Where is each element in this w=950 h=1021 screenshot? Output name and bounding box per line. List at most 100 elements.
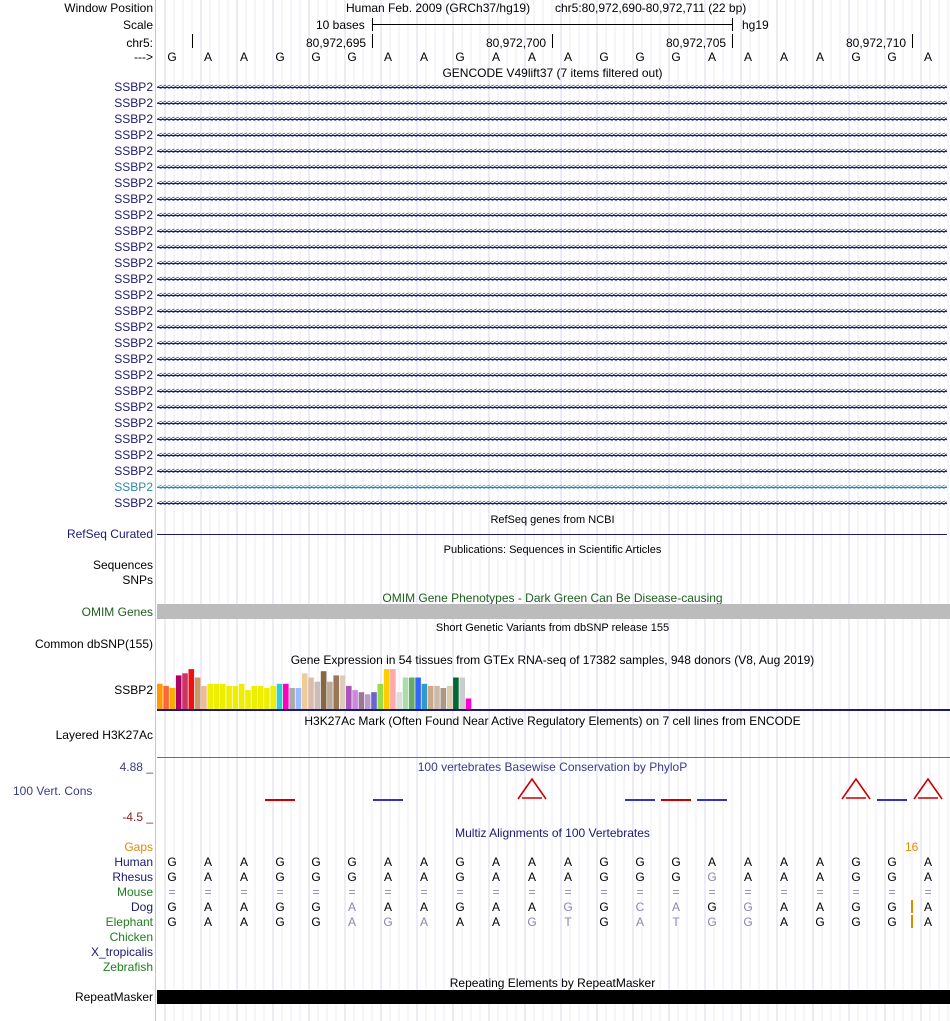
- gtex-tissue-bar[interactable]: [301, 673, 308, 709]
- multiz-species-label[interactable]: Chicken: [109, 930, 153, 944]
- gencode-transcript-label[interactable]: SSBP2: [114, 336, 153, 350]
- gencode-transcript-line[interactable]: [157, 375, 947, 376]
- gtex-tissue-bar[interactable]: [421, 683, 428, 709]
- gencode-transcript-label[interactable]: SSBP2: [114, 256, 153, 270]
- gencode-transcript-line[interactable]: [157, 503, 947, 504]
- gencode-transcript-line[interactable]: [157, 407, 947, 408]
- gencode-transcript-line[interactable]: [157, 135, 947, 136]
- gtex-tissue-bar[interactable]: [175, 675, 182, 709]
- gencode-transcript-label[interactable]: SSBP2: [114, 400, 153, 414]
- gtex-tissue-bar[interactable]: [440, 688, 447, 709]
- gtex-tissue-bar[interactable]: [169, 688, 176, 709]
- gtex-gene-label[interactable]: SSBP2: [114, 683, 153, 697]
- gencode-transcript-line[interactable]: [157, 167, 947, 168]
- gencode-transcript-label[interactable]: SSBP2: [114, 112, 153, 126]
- gtex-tissue-bar[interactable]: [238, 683, 245, 709]
- gtex-tissue-bar[interactable]: [459, 677, 465, 710]
- gencode-transcript-label[interactable]: SSBP2: [114, 192, 153, 206]
- gtex-tissue-bar[interactable]: [352, 690, 358, 709]
- gencode-transcript-label[interactable]: SSBP2: [114, 352, 153, 366]
- gencode-transcript-label[interactable]: SSBP2: [114, 128, 153, 142]
- gencode-transcript-label[interactable]: SSBP2: [114, 416, 153, 430]
- gtex-tissue-bar[interactable]: [327, 681, 333, 709]
- refseq-gene-line[interactable]: [157, 534, 947, 535]
- gtex-tissue-bar[interactable]: [283, 683, 289, 709]
- gtex-tissue-bar[interactable]: [157, 683, 163, 709]
- gencode-transcript-line[interactable]: [157, 343, 947, 344]
- gtex-tissue-bar[interactable]: [371, 692, 377, 709]
- repeatmasker-feature[interactable]: [157, 990, 950, 1004]
- gencode-transcript-label[interactable]: SSBP2: [114, 176, 153, 190]
- gencode-transcript-label[interactable]: SSBP2: [114, 272, 153, 286]
- gencode-transcript-label[interactable]: SSBP2: [114, 288, 153, 302]
- phylop-chart[interactable]: [155, 775, 950, 815]
- gtex-tissue-bar[interactable]: [314, 681, 321, 709]
- gtex-tissue-bar[interactable]: [226, 685, 232, 709]
- gtex-tissue-bar[interactable]: [220, 683, 226, 709]
- gtex-track-title[interactable]: Gene Expression in 54 tissues from GTEx …: [290, 653, 815, 667]
- gtex-tissue-bar[interactable]: [427, 685, 434, 709]
- gencode-transcript-line[interactable]: [157, 311, 947, 312]
- publications-track-title[interactable]: Publications: Sequences in Scientific Ar…: [443, 544, 662, 556]
- gencode-transcript-label[interactable]: SSBP2: [114, 224, 153, 238]
- gencode-transcript-label[interactable]: SSBP2: [114, 240, 153, 254]
- gencode-transcript-label[interactable]: SSBP2: [114, 464, 153, 478]
- refseq-label[interactable]: RefSeq Curated: [66, 527, 153, 541]
- gencode-transcript-line[interactable]: [157, 151, 947, 152]
- gencode-transcript-line[interactable]: [157, 391, 947, 392]
- omim-track-title[interactable]: OMIM Gene Phenotypes - Dark Green Can Be…: [382, 591, 723, 605]
- gtex-tissue-bar[interactable]: [339, 675, 346, 709]
- gtex-tissue-bar[interactable]: [232, 685, 239, 709]
- gencode-transcript-label[interactable]: SSBP2: [114, 384, 153, 398]
- gencode-transcript-line[interactable]: [157, 231, 947, 232]
- gtex-tissue-bar[interactable]: [402, 677, 409, 710]
- gencode-transcript-line[interactable]: [157, 359, 947, 360]
- dbsnp-label[interactable]: Common dbSNP(155): [34, 637, 153, 651]
- gencode-transcript-line[interactable]: [157, 295, 947, 296]
- gencode-transcript-label[interactable]: SSBP2: [114, 496, 153, 510]
- gtex-tissue-bar[interactable]: [377, 683, 384, 709]
- gtex-tissue-bar[interactable]: [409, 677, 415, 710]
- gencode-transcript-label[interactable]: SSBP2: [114, 480, 153, 494]
- multiz-species-label[interactable]: X_tropicalis: [90, 945, 153, 959]
- phylop-score-mark[interactable]: [517, 777, 547, 800]
- gtex-tissue-bar[interactable]: [295, 688, 302, 709]
- gencode-transcript-label[interactable]: SSBP2: [114, 160, 153, 174]
- gtex-tissue-bar[interactable]: [270, 685, 276, 709]
- gtex-tissue-bar[interactable]: [213, 683, 220, 709]
- h3k27ac-track-title[interactable]: H3K27Ac Mark (Often Found Near Active Re…: [304, 714, 801, 728]
- gtex-tissue-bar[interactable]: [201, 685, 207, 709]
- gtex-tissue-bar[interactable]: [320, 671, 327, 709]
- gtex-tissue-bar[interactable]: [257, 685, 264, 709]
- gencode-transcript-label[interactable]: SSBP2: [114, 304, 153, 318]
- gtex-tissue-bar[interactable]: [182, 673, 188, 709]
- gtex-tissue-bar[interactable]: [434, 685, 440, 709]
- gencode-transcript-label[interactable]: SSBP2: [114, 368, 153, 382]
- repeatmasker-track-title[interactable]: Repeating Elements by RepeatMasker: [449, 976, 656, 990]
- gtex-tissue-bar[interactable]: [245, 690, 251, 709]
- gtex-tissue-bar[interactable]: [276, 683, 283, 709]
- gtex-tissue-bar[interactable]: [163, 685, 169, 709]
- multiz-track-title[interactable]: Multiz Alignments of 100 Vertebrates: [455, 826, 650, 840]
- gencode-transcript-line[interactable]: [157, 439, 947, 440]
- gtex-tissue-bar[interactable]: [396, 692, 402, 709]
- phylop-track-title[interactable]: 100 vertebrates Basewise Conservation by…: [417, 760, 688, 774]
- gencode-transcript-line[interactable]: [157, 487, 947, 488]
- gencode-transcript-line[interactable]: [157, 423, 947, 424]
- multiz-species-label[interactable]: Zebrafish: [102, 960, 153, 974]
- phylop-score-mark[interactable]: [913, 777, 943, 800]
- publications-sequences-label[interactable]: Sequences: [92, 558, 153, 572]
- gencode-transcript-label[interactable]: SSBP2: [114, 208, 153, 222]
- h3k27ac-label[interactable]: Layered H3K27Ac: [55, 728, 153, 742]
- gencode-transcript-line[interactable]: [157, 87, 947, 88]
- gtex-tissue-bar[interactable]: [465, 698, 472, 710]
- gtex-tissue-bar[interactable]: [346, 685, 352, 709]
- multiz-species-label[interactable]: Elephant: [105, 915, 153, 929]
- gtex-tissue-bar[interactable]: [364, 694, 371, 709]
- multiz-species-label[interactable]: Mouse: [116, 885, 153, 899]
- gencode-transcript-label[interactable]: SSBP2: [114, 448, 153, 462]
- gencode-transcript-line[interactable]: [157, 183, 947, 184]
- dbsnp-track-title[interactable]: Short Genetic Variants from dbSNP releas…: [435, 622, 670, 634]
- omim-label[interactable]: OMIM Genes: [81, 605, 153, 619]
- refseq-track-title[interactable]: RefSeq genes from NCBI: [490, 514, 615, 526]
